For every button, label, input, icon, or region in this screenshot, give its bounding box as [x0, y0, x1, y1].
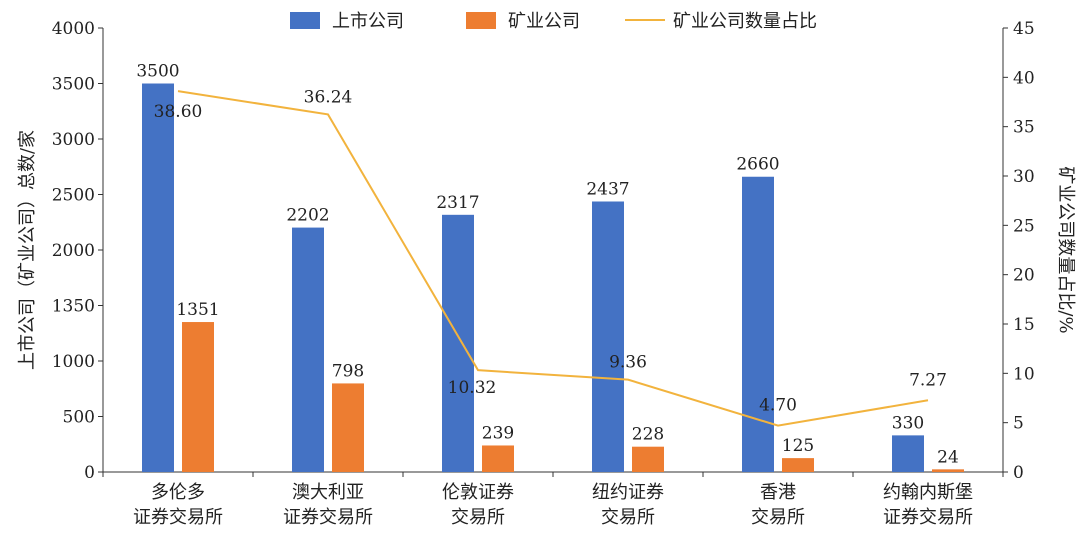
y2-axis-title: 矿业公司数量占比/% — [1055, 166, 1076, 333]
bar-mining-label: 125 — [782, 436, 814, 456]
line-share — [177, 90, 929, 427]
x-category-label: 澳大利亚 — [292, 482, 364, 503]
legend-label: 矿业公司 — [508, 11, 580, 32]
bar-listed — [142, 83, 174, 472]
line-share-label: 9.36 — [609, 353, 647, 373]
y2-tick-label: 0 — [1013, 463, 1024, 483]
legend-swatch-mining — [466, 12, 496, 29]
bar-mining-label: 239 — [482, 423, 514, 443]
line-share-label: 7.27 — [909, 370, 947, 390]
bar-mining — [932, 469, 964, 472]
line-share-label: 38.60 — [154, 102, 203, 122]
line-share-label: 4.70 — [759, 396, 797, 416]
y2-tick-label: 20 — [1013, 266, 1035, 286]
y-tick-label: 2000 — [52, 241, 95, 261]
legend-label: 矿业公司数量占比 — [673, 11, 817, 32]
x-category-label: 证券交易所 — [133, 507, 223, 528]
y-tick-label: 500 — [63, 408, 95, 428]
y2-tick-label: 40 — [1013, 68, 1035, 88]
bar-listed-label: 2437 — [586, 179, 629, 199]
bar-listed-label: 2202 — [286, 206, 329, 226]
bar-listed — [892, 435, 924, 472]
bar-listed — [742, 176, 774, 473]
legend-label: 上市公司 — [332, 11, 404, 32]
x-category-label: 证券交易所 — [283, 507, 373, 528]
y-tick-label: 1000 — [52, 352, 95, 372]
y2-tick-label: 15 — [1013, 315, 1035, 335]
bar-mining-label: 1351 — [176, 300, 219, 320]
bar-listed-label: 2317 — [436, 193, 479, 213]
bar-mining — [632, 446, 664, 472]
bar-listed-label: 3500 — [136, 62, 179, 82]
bar-mining-label: 798 — [332, 361, 364, 381]
line-share-label: 10.32 — [448, 378, 497, 398]
y2-tick-label: 45 — [1013, 19, 1035, 39]
y-axis-title: 上市公司（矿业公司）总数/家 — [17, 130, 38, 370]
bar-mining — [782, 458, 814, 472]
y-tick-label: 3500 — [52, 75, 95, 95]
bar-listed-label: 2660 — [736, 155, 779, 175]
y-tick-label: 2500 — [52, 186, 95, 206]
bar-mining-label: 228 — [632, 425, 664, 445]
bar-listed — [292, 227, 324, 472]
y2-tick-label: 30 — [1013, 167, 1035, 187]
y2-tick-label: 5 — [1013, 414, 1024, 434]
x-category-label: 香港 — [760, 482, 796, 503]
bar-mining-label: 24 — [937, 447, 959, 467]
y-tick-label: 4000 — [52, 19, 95, 39]
y2-tick-label: 35 — [1013, 118, 1035, 138]
x-category-label: 交易所 — [751, 507, 805, 528]
x-category-label: 纽约证券 — [592, 482, 664, 503]
line-share-label: 36.24 — [304, 87, 353, 107]
x-category-label: 交易所 — [451, 507, 505, 528]
x-category-label: 约翰内斯堡 — [883, 482, 973, 503]
bar-mining — [482, 445, 514, 472]
y-tick-label: 1350 — [52, 297, 95, 317]
y-tick-label: 0 — [84, 463, 95, 483]
y2-tick-label: 25 — [1013, 216, 1035, 236]
bar-listed — [442, 214, 474, 473]
bar-mining — [332, 383, 364, 472]
x-category-label: 伦敦证券 — [442, 482, 514, 503]
y-tick-label: 3000 — [52, 130, 95, 150]
legend-swatch-listed — [290, 12, 320, 29]
bar-listed-label: 330 — [892, 413, 924, 433]
x-category-label: 证券交易所 — [883, 507, 973, 528]
x-category-label: 多伦多 — [151, 482, 205, 503]
bar-listed — [592, 201, 624, 473]
x-category-label: 交易所 — [601, 507, 655, 528]
y2-tick-label: 10 — [1013, 364, 1035, 384]
bar-mining — [182, 322, 214, 472]
